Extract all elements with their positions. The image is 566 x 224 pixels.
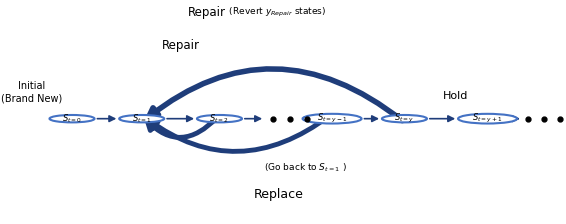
Ellipse shape xyxy=(303,114,362,123)
FancyArrowPatch shape xyxy=(149,69,402,121)
Ellipse shape xyxy=(382,115,427,122)
FancyArrowPatch shape xyxy=(147,117,217,137)
Ellipse shape xyxy=(49,115,95,122)
Text: $S_{t=y-1}$: $S_{t=y-1}$ xyxy=(317,112,348,125)
Text: Initial
(Brand New): Initial (Brand New) xyxy=(1,81,62,103)
Text: $S_{t=2}$: $S_{t=2}$ xyxy=(209,112,229,125)
Ellipse shape xyxy=(197,115,242,122)
FancyArrowPatch shape xyxy=(148,116,330,151)
Text: $S_{t=y+1}$: $S_{t=y+1}$ xyxy=(472,112,503,125)
Text: (Go back to $S_{t=1}$ ): (Go back to $S_{t=1}$ ) xyxy=(264,162,346,174)
Text: Repair: Repair xyxy=(162,39,200,52)
Ellipse shape xyxy=(458,114,517,123)
Text: Replace: Replace xyxy=(254,188,303,201)
Text: $S_{t=0}$: $S_{t=0}$ xyxy=(62,112,82,125)
Ellipse shape xyxy=(119,115,164,122)
Text: (Revert $y_{Repair}$ states): (Revert $y_{Repair}$ states) xyxy=(226,5,327,19)
Text: $S_{t=1}$: $S_{t=1}$ xyxy=(132,112,152,125)
Text: Hold: Hold xyxy=(443,91,468,101)
Text: $S_{t=y}$: $S_{t=y}$ xyxy=(395,112,415,125)
Text: Repair: Repair xyxy=(188,6,226,19)
